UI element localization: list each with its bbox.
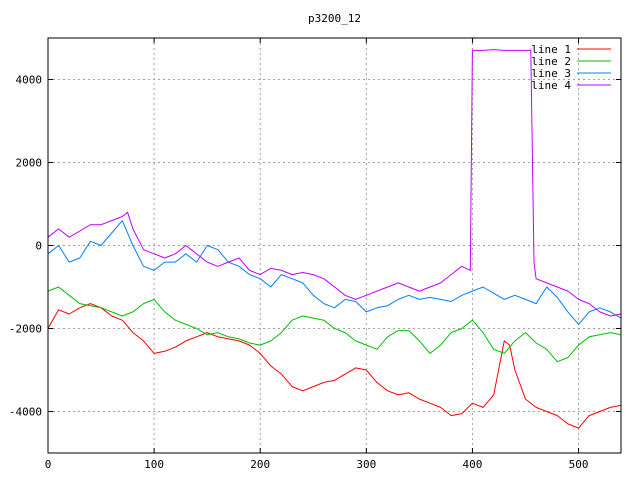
grid [48, 38, 621, 453]
series-line-1 [47, 303, 622, 429]
legend-label: line 3 [531, 67, 571, 80]
y-tick-label: -2000 [9, 323, 42, 336]
x-tick-label: 200 [250, 458, 270, 471]
legend-label: line 4 [531, 79, 571, 92]
y-tick-label: 4000 [16, 74, 43, 87]
y-tick-label: -4000 [9, 406, 42, 419]
y-tick-label: 0 [35, 240, 42, 253]
series-line-2 [47, 286, 622, 363]
legend-label: line 1 [531, 43, 571, 56]
series-line-3 [47, 220, 622, 325]
y-tick-label: 2000 [16, 157, 43, 170]
x-tick-label: 0 [45, 458, 52, 471]
x-tick-label: 300 [356, 458, 376, 471]
legend-label: line 2 [531, 55, 571, 68]
series-line-4 [47, 49, 622, 317]
series-lines [47, 49, 622, 429]
chart-title: p3200_12 [308, 12, 361, 25]
axis-ticks: 0 100 200 300 400 500 -4000 -2000 0 2000 4000 [9, 38, 621, 471]
x-tick-label: 400 [463, 458, 483, 471]
x-tick-label: 500 [569, 458, 589, 471]
x-tick-label: 100 [144, 458, 164, 471]
